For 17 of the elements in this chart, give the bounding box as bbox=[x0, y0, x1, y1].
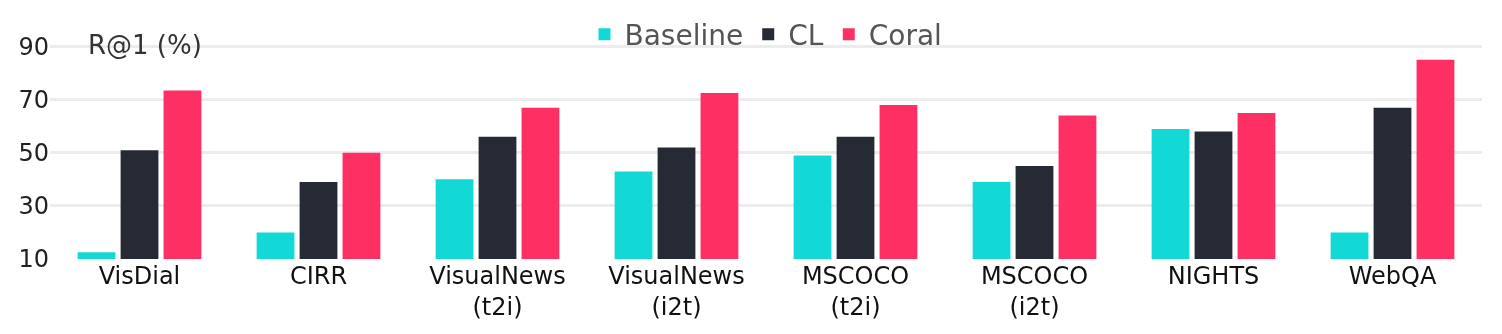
y-tick-label: 90 bbox=[18, 32, 49, 61]
legend-label: Baseline bbox=[624, 19, 744, 53]
legend-label: Coral bbox=[868, 19, 942, 53]
x-tick-label: MSCOCO (i2t) bbox=[980, 262, 1089, 322]
x-tick-label: VisualNews (i2t) bbox=[608, 262, 745, 322]
legend-label: CL bbox=[788, 19, 824, 53]
y-tick-label: 50 bbox=[18, 139, 49, 168]
y-tick-label: 70 bbox=[18, 86, 49, 115]
x-tick-label: NIGHTS bbox=[1167, 262, 1260, 290]
y-axis-title: R@1 (%) bbox=[88, 30, 202, 60]
x-tick-label: VisDial bbox=[98, 262, 181, 290]
x-tick-label: VisualNews (t2i) bbox=[429, 262, 566, 322]
y-tick-label: 30 bbox=[18, 192, 49, 221]
x-tick-label: CIRR bbox=[289, 262, 348, 290]
x-tick-label: WebQA bbox=[1348, 262, 1437, 290]
x-tick-label: MSCOCO (t2i) bbox=[801, 262, 910, 322]
y-tick-label: 10 bbox=[18, 245, 49, 274]
